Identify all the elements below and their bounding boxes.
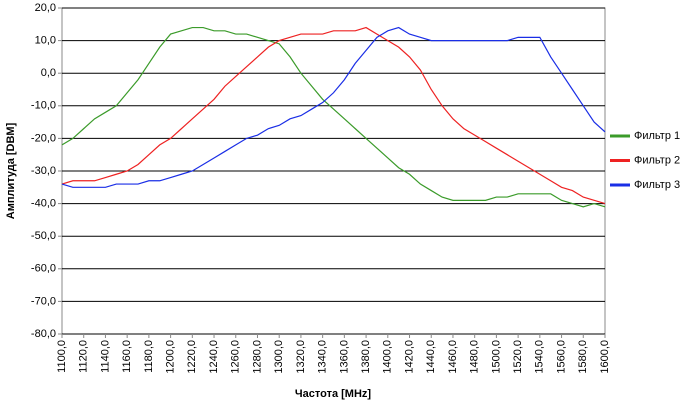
x-tick-label: 1160,0 [121, 340, 133, 373]
y-tick-label: 0,0 [41, 67, 56, 79]
x-tick-label: 1500,0 [490, 340, 502, 374]
x-tick-label: 1460,0 [447, 340, 459, 374]
series-line [61, 26, 606, 208]
x-tick-label: 1180,0 [143, 340, 155, 373]
y-tick-label: -40,0 [31, 198, 56, 210]
x-tick-label: 1560,0 [555, 340, 567, 374]
x-tick-label: 1120,0 [78, 340, 90, 373]
y-tick-label: 10,0 [35, 35, 56, 47]
y-tick-label: -80,0 [31, 328, 56, 340]
legend-label: Фильтр 2 [634, 154, 680, 166]
y-tick-label: -30,0 [31, 165, 56, 177]
x-tick-label: 1200,0 [165, 340, 177, 374]
series-line [61, 26, 606, 205]
x-tick-label: 1400,0 [382, 340, 394, 374]
x-tick-label: 1600,0 [599, 340, 611, 374]
x-tick-label: 1480,0 [469, 340, 481, 374]
x-tick-label: 1540,0 [534, 340, 546, 374]
legend-label: Фильтр 1 [634, 130, 680, 142]
x-tick-label: 1300,0 [273, 340, 285, 374]
x-tick-label: 1320,0 [295, 340, 307, 374]
x-tick-label: 1220,0 [186, 340, 198, 374]
x-tick-label: 1440,0 [425, 340, 437, 374]
y-tick-label: -60,0 [31, 263, 56, 275]
x-tick-label: 1280,0 [251, 340, 263, 374]
y-tick-label: -10,0 [31, 100, 56, 112]
x-tick-label: 1140,0 [99, 340, 111, 373]
x-tick-label: 1100,0 [56, 340, 68, 373]
y-tick-label: 20,0 [35, 2, 56, 14]
x-tick-label: 1380,0 [360, 340, 372, 374]
y-tick-label: -70,0 [31, 295, 56, 307]
y-axis-title: Амплитуда [DBM] [5, 122, 17, 219]
x-tick-label: 1420,0 [403, 340, 415, 374]
x-axis-title: Частота [MHz] [295, 388, 371, 400]
x-tick-label: 1240,0 [208, 340, 220, 374]
legend-label: Фильтр 3 [634, 179, 680, 191]
x-tick-label: 1520,0 [512, 340, 524, 374]
y-tick-label: -20,0 [31, 132, 56, 144]
x-tick-label: 1260,0 [230, 340, 242, 374]
y-tick-label: -50,0 [31, 230, 56, 242]
series-line [61, 26, 606, 188]
x-tick-label: 1360,0 [338, 340, 350, 374]
x-tick-label: 1580,0 [577, 340, 589, 374]
x-tick-label: 1340,0 [317, 340, 329, 374]
